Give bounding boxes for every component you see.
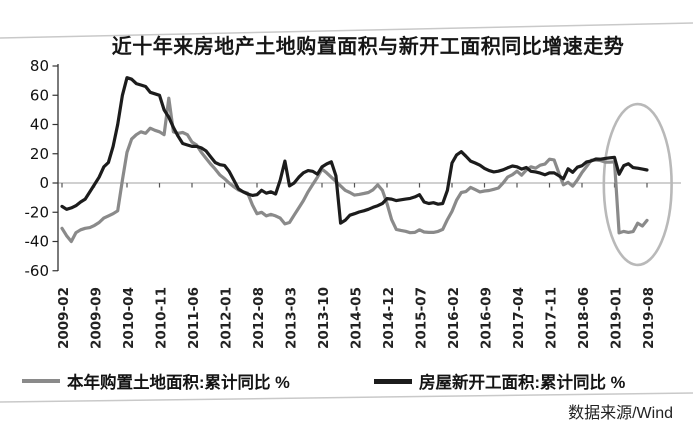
x-tick-label: 2017-11 — [544, 287, 560, 349]
y-tick-label: 80 — [30, 57, 49, 75]
y-tick-label: -40 — [25, 233, 50, 251]
data-source: 数据来源/Wind — [568, 405, 673, 422]
x-tick-label: 2012-01 — [219, 287, 235, 349]
x-tick-label: 2011-06 — [186, 287, 202, 349]
y-tick-label: 40 — [30, 116, 49, 134]
chart-title: 近十年来房地产土地购置面积与新开工面积同比增速走势 — [111, 36, 625, 58]
x-tick-label: 2013-10 — [316, 287, 332, 349]
y-tick-label: -20 — [25, 203, 50, 221]
legend-label-land-purchase: 本年购置土地面积:累计同比 % — [67, 374, 290, 392]
x-tick-label: 2013-03 — [284, 287, 300, 349]
x-tick-label: 2012-08 — [251, 287, 267, 349]
x-tick-label: 2019-01 — [609, 287, 625, 349]
y-tick-label: 0 — [39, 174, 49, 192]
x-tick-label: 2019-08 — [641, 287, 657, 349]
legend-item-new-starts: 房屋新开工面积:累计同比 % — [374, 369, 625, 393]
x-tick-label: 2016-09 — [479, 287, 495, 349]
x-tick-label: 2016-02 — [446, 287, 462, 349]
y-tick-label: 20 — [30, 145, 49, 163]
highlight-ellipse — [602, 102, 673, 267]
series-line-land-purchase — [60, 96, 649, 244]
x-tick-label: 2010-04 — [121, 287, 137, 349]
bottom-rule — [0, 392, 693, 403]
legend-label-new-starts: 房屋新开工面积:累计同比 % — [419, 374, 626, 392]
y-tick-label: 60 — [30, 86, 49, 104]
legend-item-land-purchase: 本年购置土地面积:累计同比 % — [22, 369, 290, 393]
legend-swatch-black-line — [374, 378, 412, 384]
y-tick-label: -60 — [25, 262, 50, 280]
x-tick-label: 2014-12 — [381, 287, 397, 349]
x-tick-label: 2009-09 — [89, 287, 105, 349]
x-tick-label: 2017-04 — [511, 287, 527, 349]
x-tick-label: 2015-07 — [414, 287, 430, 349]
x-tick-label: 2009-02 — [56, 287, 72, 349]
top-rule — [0, 22, 693, 39]
series-line-new-starts — [60, 76, 649, 225]
chart-legend: 本年购置土地面积:累计同比 % 房屋新开工面积:累计同比 % — [0, 369, 693, 393]
x-tick-label: 2014-05 — [349, 287, 365, 349]
x-tick-label: 2018-06 — [576, 287, 592, 349]
x-tick-label: 2010-11 — [154, 287, 170, 349]
legend-swatch-gray-line — [22, 379, 60, 383]
